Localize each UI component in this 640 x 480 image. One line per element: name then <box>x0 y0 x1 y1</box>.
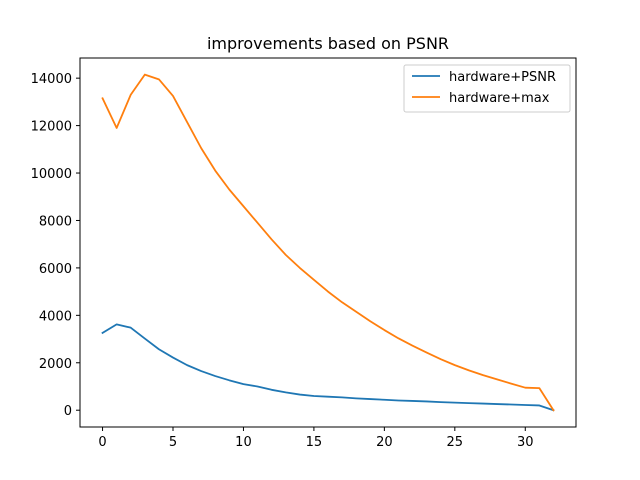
y-tick-label: 10000 <box>31 167 72 182</box>
y-tick-label: 14000 <box>31 72 72 87</box>
x-tick-label: 5 <box>169 435 177 450</box>
legend-label: hardware+max <box>449 91 550 106</box>
axes-frame <box>79 57 577 428</box>
x-tick-label: 20 <box>376 435 393 450</box>
y-tick-label: 6000 <box>39 262 72 277</box>
x-tick-label: 0 <box>98 435 106 450</box>
x-tick-label: 10 <box>235 435 252 450</box>
y-tick-label: 0 <box>64 404 72 419</box>
legend: hardware+PSNR hardware+max <box>403 64 571 113</box>
chart-title: improvements based on PSNR <box>207 34 449 53</box>
series-line-hardware-psnr <box>101 323 555 412</box>
legend-box <box>403 64 571 113</box>
y-tick-label: 4000 <box>39 309 72 324</box>
legend-label: hardware+PSNR <box>449 70 556 85</box>
y-tick-label: 2000 <box>39 357 72 372</box>
y-tick-label: 8000 <box>39 214 72 229</box>
plot-area <box>101 73 555 412</box>
x-tick-label: 30 <box>517 435 534 450</box>
y-tick-label: 12000 <box>31 120 72 135</box>
x-tick-label: 25 <box>447 435 464 450</box>
series-line-hardware-max <box>101 73 555 412</box>
x-tick-label: 15 <box>306 435 323 450</box>
